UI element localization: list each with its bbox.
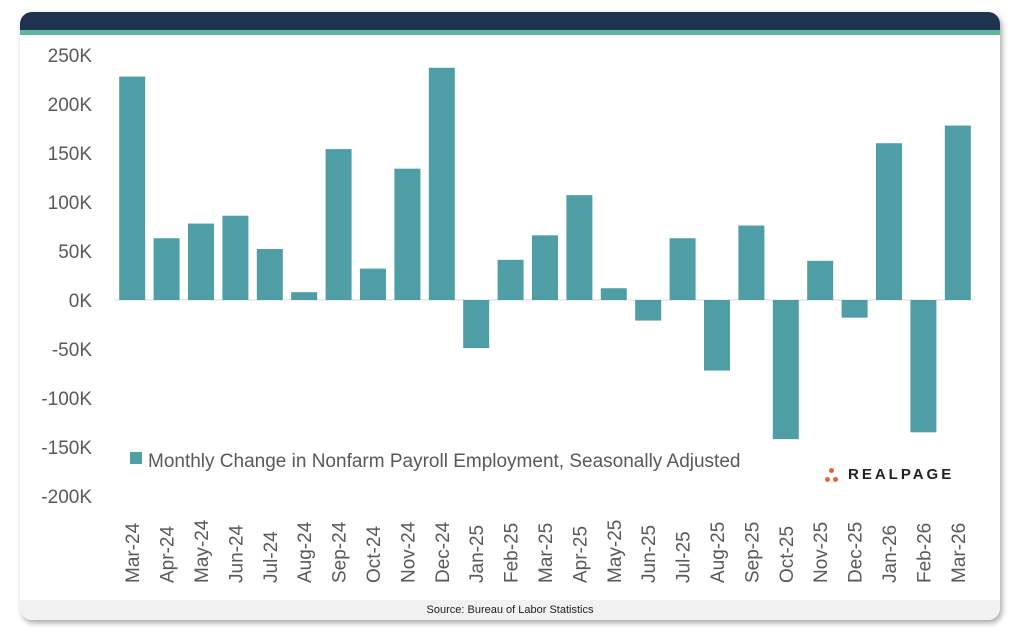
y-tick-label: 250K (48, 46, 93, 67)
x-tick-label: Sep-24 (330, 521, 351, 583)
bar (704, 300, 730, 371)
y-tick-label: -150K (41, 438, 92, 459)
bar (256, 249, 283, 300)
bar (910, 300, 937, 433)
x-tick-label: Jun-24 (226, 524, 247, 583)
bar (325, 149, 352, 300)
x-tick-label: Mar-26 (949, 523, 970, 583)
accent-strip (20, 30, 1000, 35)
x-tick-label: Jan-25 (467, 525, 488, 583)
bar (222, 215, 249, 300)
x-tick-label: Feb-26 (914, 523, 935, 583)
bar (772, 300, 799, 440)
x-tick-label: Mar-24 (123, 522, 144, 583)
logo-dot (829, 468, 834, 473)
bar (428, 67, 455, 301)
y-tick-label: 150K (48, 144, 93, 165)
bar (532, 235, 558, 300)
y-tick-label: 200K (48, 95, 93, 116)
bar (119, 76, 146, 300)
legend-swatch (130, 452, 142, 464)
bar (669, 238, 696, 300)
y-tick-label: 0K (69, 291, 93, 312)
source-note: Source: Bureau of Labor Statistics (20, 600, 1000, 620)
bar (738, 225, 765, 300)
bar (841, 300, 868, 318)
x-tick-label: May-25 (605, 520, 626, 583)
bar (360, 268, 386, 300)
bar (566, 195, 593, 300)
x-tick-label: Mar-25 (536, 523, 557, 583)
bar (944, 125, 971, 300)
y-tick-label: 100K (48, 193, 93, 214)
x-tick-label: Aug-24 (295, 521, 316, 583)
y-tick-label: 50K (58, 242, 92, 263)
x-tick-label: Aug-25 (708, 522, 729, 583)
header-bar (20, 12, 1000, 30)
x-tick-label: Dec-25 (846, 522, 867, 583)
bar (635, 300, 662, 321)
bar (876, 143, 902, 300)
x-tick-label: Oct-24 (364, 526, 385, 583)
bar (807, 260, 834, 300)
bar (497, 259, 524, 300)
bar (463, 300, 490, 349)
x-tick-label: Feb-25 (502, 523, 523, 583)
x-tick-label: Sep-25 (742, 522, 763, 583)
logo-text: REALPAGE (848, 466, 955, 483)
x-tick-label: Oct-25 (777, 526, 798, 583)
bar (600, 288, 627, 300)
x-tick-label: Jun-25 (639, 525, 660, 583)
x-tick-label: Apr-25 (570, 526, 591, 583)
x-tick-label: May-24 (192, 519, 213, 583)
chart-card: Source: Bureau of Labor Statistics (20, 12, 1000, 620)
x-tick-label: Apr-24 (158, 526, 179, 583)
logo-dot (825, 477, 830, 482)
x-tick-label: Jul-25 (674, 531, 695, 583)
x-tick-label: Jul-24 (261, 531, 282, 583)
y-tick-label: -100K (41, 389, 92, 410)
bar (291, 292, 318, 300)
bar (153, 238, 180, 300)
bar (188, 223, 214, 300)
x-tick-label: Nov-24 (398, 521, 419, 583)
legend-label: Monthly Change in Nonfarm Payroll Employ… (148, 451, 740, 472)
logo-dot (833, 477, 838, 482)
y-tick-label: -50K (52, 340, 92, 361)
x-tick-label: Dec-24 (433, 521, 454, 583)
y-tick-label: -200K (41, 487, 92, 508)
bar (394, 168, 421, 300)
x-tick-label: Nov-25 (811, 522, 832, 583)
x-tick-label: Jan-26 (880, 525, 901, 583)
